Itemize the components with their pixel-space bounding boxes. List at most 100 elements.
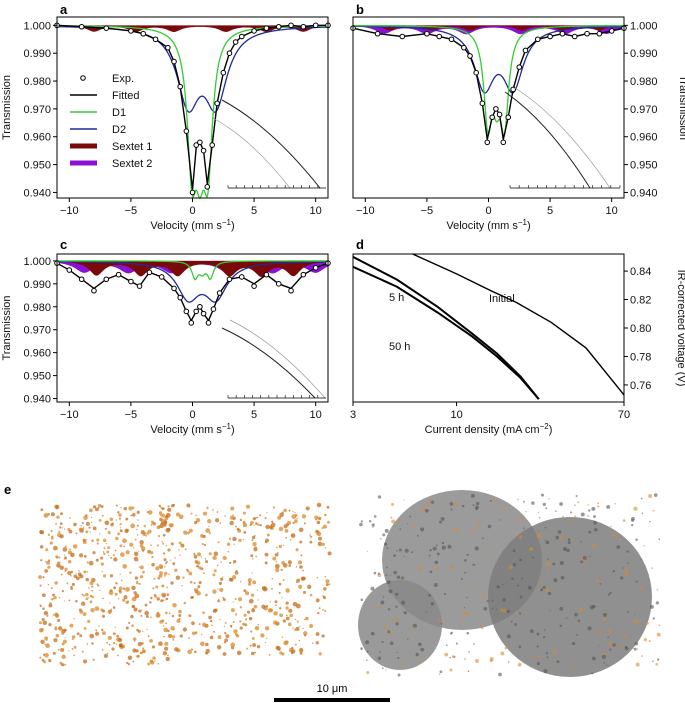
particle-orange	[289, 613, 294, 618]
particle-orange	[183, 601, 187, 605]
particle-orange	[55, 507, 58, 510]
particle-orange	[59, 522, 63, 525]
particle-texture	[609, 648, 612, 651]
particle-orange	[157, 534, 161, 538]
particle-orange	[268, 654, 271, 656]
particle-texture	[577, 501, 580, 504]
particle-orange	[118, 513, 122, 517]
particle-orange	[242, 511, 246, 515]
particle-texture	[540, 588, 544, 592]
particle-texture	[482, 552, 485, 554]
particle-orange	[61, 631, 65, 635]
particle-texture	[620, 645, 624, 648]
particle-orange	[166, 586, 169, 589]
particle-orange	[83, 627, 87, 630]
particle-texture	[537, 511, 539, 513]
particle-orange	[142, 649, 146, 654]
particle-orange	[216, 511, 219, 513]
panel-b: −10 −5 0 5 10 Velocity (mm s−1) 1.000 0.990 0.98…	[350, 16, 685, 232]
particle-texture	[603, 617, 607, 622]
particle-orange	[127, 655, 133, 660]
particle-orange	[285, 640, 289, 645]
particle-texture	[610, 525, 612, 527]
particle-orange	[271, 520, 274, 524]
particle-texture	[639, 586, 643, 590]
particle-orange	[174, 647, 179, 652]
plot-frame	[352, 253, 625, 403]
particle-orange	[278, 582, 282, 586]
particle-orange	[131, 596, 137, 602]
particle-orange	[171, 635, 176, 639]
particle-orange	[45, 643, 50, 649]
particle-orange	[152, 522, 156, 526]
particle-texture	[648, 640, 651, 643]
particle-orange	[81, 521, 84, 525]
d1-line	[56, 260, 328, 281]
particle-orange	[255, 516, 258, 519]
particle-orange	[81, 650, 84, 653]
particle-orange	[181, 584, 183, 587]
exp-point	[448, 36, 455, 43]
particle-orange	[265, 538, 270, 543]
y-tick-label: 0.950	[23, 160, 51, 172]
particle-texture	[400, 664, 404, 667]
particle-orange	[73, 522, 77, 527]
particle-orange	[158, 573, 163, 578]
particle-texture	[572, 641, 576, 646]
particle-orange	[44, 636, 49, 641]
particle-texture	[489, 499, 492, 502]
particle-orange	[290, 651, 294, 655]
particle-texture	[512, 563, 517, 567]
particle-texture	[403, 611, 407, 615]
particle-texture	[556, 519, 559, 522]
particle-orange	[88, 508, 93, 513]
particle-texture	[438, 501, 441, 503]
particle-orange	[105, 542, 108, 545]
exp-point	[436, 33, 443, 40]
particle-texture	[582, 555, 587, 560]
particle-texture	[543, 669, 548, 674]
exp-point	[128, 278, 134, 285]
particle-texture	[366, 550, 368, 553]
particle-orange	[250, 630, 253, 633]
particle-orange	[64, 567, 68, 571]
particle-orange	[130, 523, 136, 529]
particle-orange	[122, 564, 127, 569]
particle-texture	[645, 621, 649, 625]
plot-frame	[56, 253, 329, 403]
particle-orange	[206, 506, 209, 510]
particle-orange	[225, 634, 230, 639]
d2-line	[56, 260, 329, 303]
particle-texture	[517, 662, 522, 667]
particle-texture	[651, 567, 653, 569]
particle-orange	[73, 618, 75, 620]
particle-orange	[305, 616, 309, 621]
particle-orange	[119, 523, 122, 526]
y-tick-label: 1.000	[23, 20, 51, 32]
particle-texture	[470, 493, 475, 498]
particle-texture	[574, 515, 577, 518]
particle-orange	[99, 589, 101, 592]
particle-texture	[555, 510, 557, 512]
particle-orange	[218, 581, 222, 585]
particle-texture	[550, 552, 552, 554]
y-tick-label: 0.970	[630, 104, 658, 116]
particle-texture	[643, 637, 648, 642]
particle-orange	[222, 598, 226, 602]
particle-texture	[399, 576, 402, 579]
particle-orange	[243, 613, 247, 617]
particle-orange	[316, 531, 322, 537]
particle-texture	[537, 655, 540, 658]
particle-texture	[403, 555, 405, 557]
particle-texture	[612, 533, 617, 538]
particle-orange	[230, 642, 236, 648]
particle-texture	[546, 568, 550, 571]
particle-texture	[397, 673, 401, 677]
particle-orange	[71, 635, 76, 639]
particle-orange	[133, 637, 137, 641]
particle-orange	[126, 661, 129, 665]
particle-texture	[401, 600, 406, 605]
particle-orange	[205, 560, 209, 564]
particle-orange	[53, 545, 58, 551]
particle-orange	[69, 517, 71, 519]
